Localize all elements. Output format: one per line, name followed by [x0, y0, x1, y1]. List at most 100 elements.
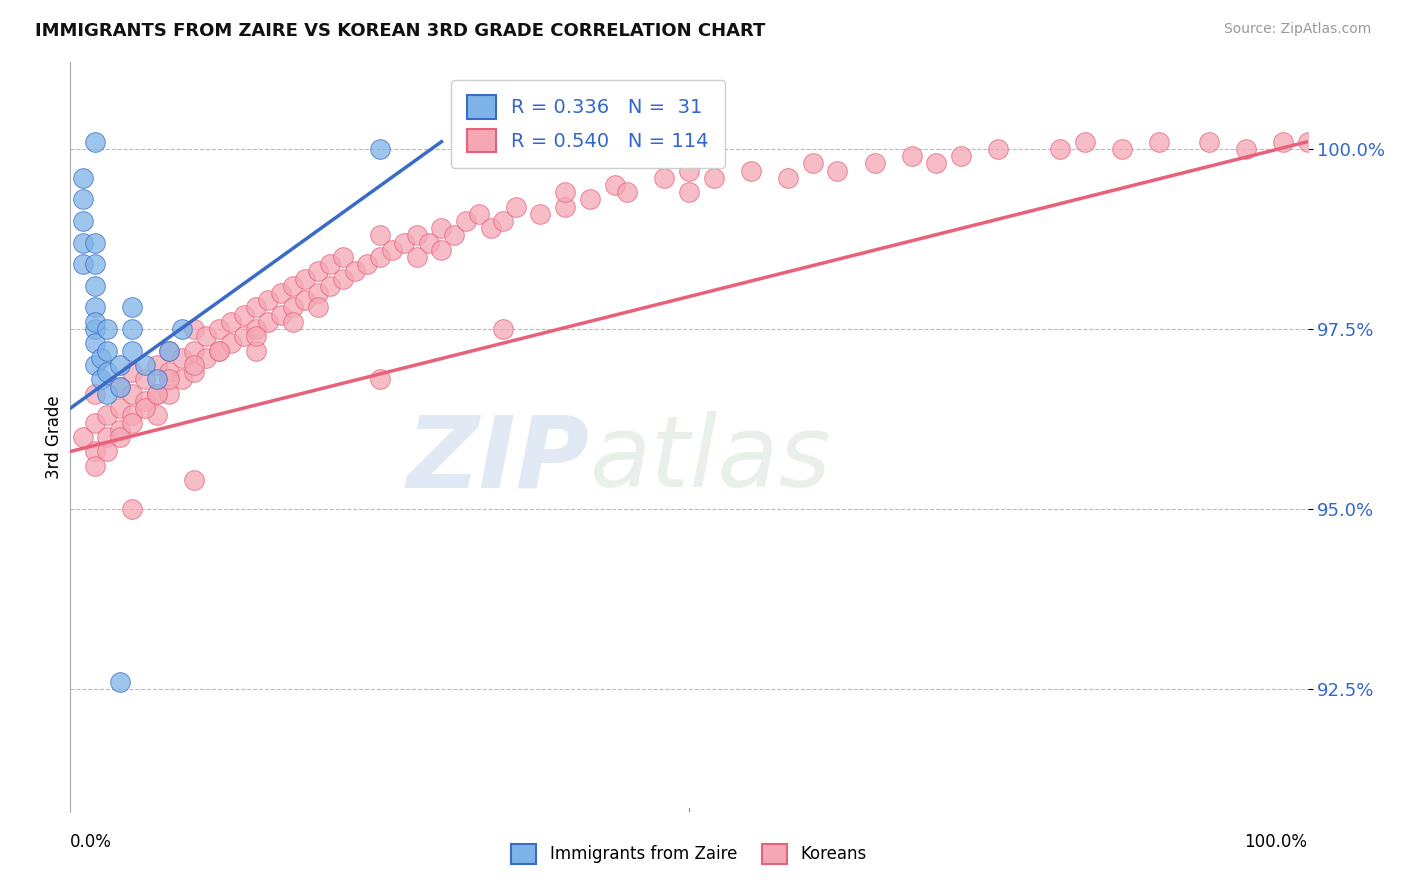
Point: [257, 293, 280, 308]
Point: [270, 308, 292, 322]
Point: [405, 228, 427, 243]
Point: [245, 329, 267, 343]
Point: [281, 278, 304, 293]
Point: [678, 163, 700, 178]
Y-axis label: 3rd Grade: 3rd Grade: [45, 395, 63, 479]
Point: [72, 214, 94, 228]
Point: [84, 458, 107, 473]
Point: [96, 430, 118, 444]
Text: 0.0%: 0.0%: [70, 833, 112, 851]
Point: [245, 343, 267, 358]
Point: [134, 401, 156, 416]
Point: [319, 257, 342, 271]
Point: [84, 257, 107, 271]
Point: [332, 271, 354, 285]
Point: [281, 301, 304, 315]
Point: [96, 343, 118, 358]
Point: [603, 178, 626, 192]
Point: [157, 343, 180, 358]
Point: [616, 185, 638, 199]
Point: [72, 170, 94, 185]
Point: [430, 221, 453, 235]
Point: [332, 250, 354, 264]
Point: [827, 163, 849, 178]
Point: [134, 394, 156, 409]
Point: [1296, 135, 1319, 149]
Point: [121, 322, 143, 336]
Point: [232, 329, 254, 343]
Point: [245, 301, 267, 315]
Point: [108, 401, 131, 416]
Point: [84, 336, 107, 351]
Point: [740, 163, 762, 178]
Point: [281, 315, 304, 329]
Point: [863, 156, 886, 170]
Point: [1271, 135, 1294, 149]
Legend: Immigrants from Zaire, Koreans: Immigrants from Zaire, Koreans: [505, 838, 873, 871]
Point: [418, 235, 440, 250]
Point: [121, 387, 143, 401]
Text: ZIP: ZIP: [406, 411, 591, 508]
Point: [1049, 142, 1071, 156]
Point: [479, 221, 502, 235]
Text: IMMIGRANTS FROM ZAIRE VS KOREAN 3RD GRADE CORRELATION CHART: IMMIGRANTS FROM ZAIRE VS KOREAN 3RD GRAD…: [35, 22, 765, 40]
Point: [108, 379, 131, 393]
Point: [987, 142, 1010, 156]
Point: [183, 365, 205, 379]
Point: [776, 170, 799, 185]
Point: [467, 207, 489, 221]
Point: [96, 365, 118, 379]
Point: [96, 322, 118, 336]
Point: [1198, 135, 1220, 149]
Point: [678, 185, 700, 199]
Point: [146, 372, 169, 386]
Point: [208, 343, 231, 358]
Point: [368, 142, 391, 156]
Point: [72, 257, 94, 271]
Point: [443, 228, 465, 243]
Point: [84, 416, 107, 430]
Point: [208, 343, 231, 358]
Point: [84, 235, 107, 250]
Point: [925, 156, 948, 170]
Point: [219, 315, 242, 329]
Point: [121, 343, 143, 358]
Point: [394, 235, 416, 250]
Point: [157, 343, 180, 358]
Point: [157, 365, 180, 379]
Point: [84, 444, 107, 458]
Point: [146, 358, 169, 372]
Point: [270, 285, 292, 300]
Point: [381, 243, 404, 257]
Point: [96, 444, 118, 458]
Point: [84, 322, 107, 336]
Point: [307, 301, 329, 315]
Point: [183, 343, 205, 358]
Point: [90, 351, 112, 365]
Point: [72, 430, 94, 444]
Point: [72, 192, 94, 206]
Point: [183, 358, 205, 372]
Point: [121, 365, 143, 379]
Point: [554, 185, 576, 199]
Point: [294, 271, 316, 285]
Point: [307, 285, 329, 300]
Point: [492, 214, 515, 228]
Point: [505, 200, 527, 214]
Point: [368, 372, 391, 386]
Point: [245, 322, 267, 336]
Point: [492, 322, 515, 336]
Text: 100.0%: 100.0%: [1244, 833, 1308, 851]
Point: [232, 308, 254, 322]
Point: [84, 301, 107, 315]
Point: [183, 322, 205, 336]
Point: [195, 351, 218, 365]
Point: [108, 430, 131, 444]
Point: [121, 409, 143, 423]
Point: [108, 675, 131, 690]
Text: Source: ZipAtlas.com: Source: ZipAtlas.com: [1223, 22, 1371, 37]
Point: [84, 135, 107, 149]
Point: [1234, 142, 1257, 156]
Point: [96, 409, 118, 423]
Point: [950, 149, 973, 163]
